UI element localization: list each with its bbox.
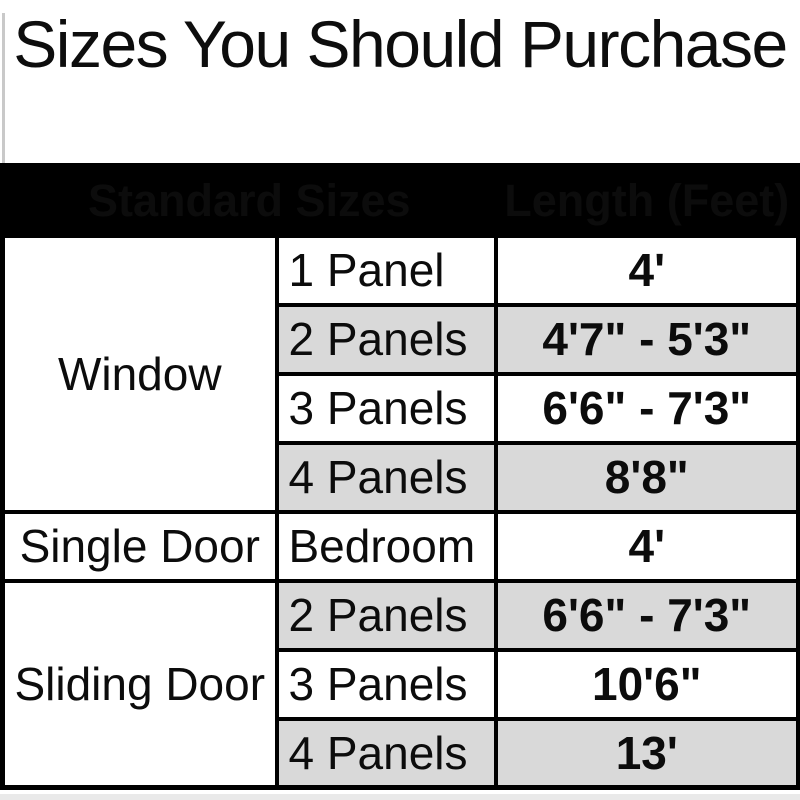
length-cell-window-2-panels: 4'7" - 5'3" xyxy=(493,302,800,376)
length-cell-sliding-door-4-panels: 13' xyxy=(493,716,800,790)
table-header-row: Standard Sizes Length (Feet) xyxy=(0,163,800,238)
page-title: Sizes You Should Purchase xyxy=(13,7,788,81)
length-cell-window-1-panel: 4' xyxy=(493,233,800,307)
left-edge-artifact-line xyxy=(2,13,5,163)
table-body: Window 1 Panel 4' 2 Panels 4'7" - 5'3" 3… xyxy=(0,233,800,790)
category-cell-window: Window xyxy=(0,233,279,514)
table-row-window-1-panel: Window 1 Panel 4' xyxy=(0,233,800,514)
length-cell-sliding-door-3-panels: 10'6" xyxy=(493,647,800,721)
table-row-sliding-door-2-panels: Sliding Door 2 Panels 6'6" - 7'3" xyxy=(0,578,800,790)
length-cell-window-4-panels: 8'8" xyxy=(493,440,800,514)
table-row-window-2-panels: 2 Panels 4'7" - 5'3" xyxy=(2,302,800,376)
size-cell-sliding-door-2-panels: 2 Panels xyxy=(274,578,498,652)
header-cell-standard-sizes: Standard Sizes xyxy=(0,163,498,238)
size-cell-window-3-panels: 3 Panels xyxy=(274,371,498,445)
size-cell-sliding-door-4-panels: 4 Panels xyxy=(274,716,498,790)
category-cell-single-door: Single Door xyxy=(0,509,279,583)
header-cell-length-feet: Length (Feet) xyxy=(493,163,800,238)
length-cell-window-3-panels: 6'6" - 7'3" xyxy=(493,371,800,445)
size-cell-single-door-bedroom: Bedroom xyxy=(274,509,498,583)
sizes-table: Standard Sizes Length (Feet) Window 1 Pa… xyxy=(0,163,800,790)
size-cell-sliding-door-3-panels: 3 Panels xyxy=(274,647,498,721)
size-cell-window-1-panel: 1 Panel xyxy=(274,233,498,307)
length-cell-single-door-bedroom: 4' xyxy=(493,509,800,583)
table-row-single-door-bedroom: Single Door Bedroom 4' xyxy=(0,509,800,583)
table-row-window-4-panels: 4 Panels 8'8" xyxy=(2,440,800,514)
length-cell-sliding-door-2-panels: 6'6" - 7'3" xyxy=(493,578,800,652)
size-cell-window-2-panels: 2 Panels xyxy=(274,302,498,376)
table-header: Standard Sizes Length (Feet) xyxy=(0,163,800,238)
bottom-edge-strip xyxy=(0,794,800,800)
category-cell-sliding-door: Sliding Door xyxy=(0,578,279,790)
size-cell-window-4-panels: 4 Panels xyxy=(274,440,498,514)
